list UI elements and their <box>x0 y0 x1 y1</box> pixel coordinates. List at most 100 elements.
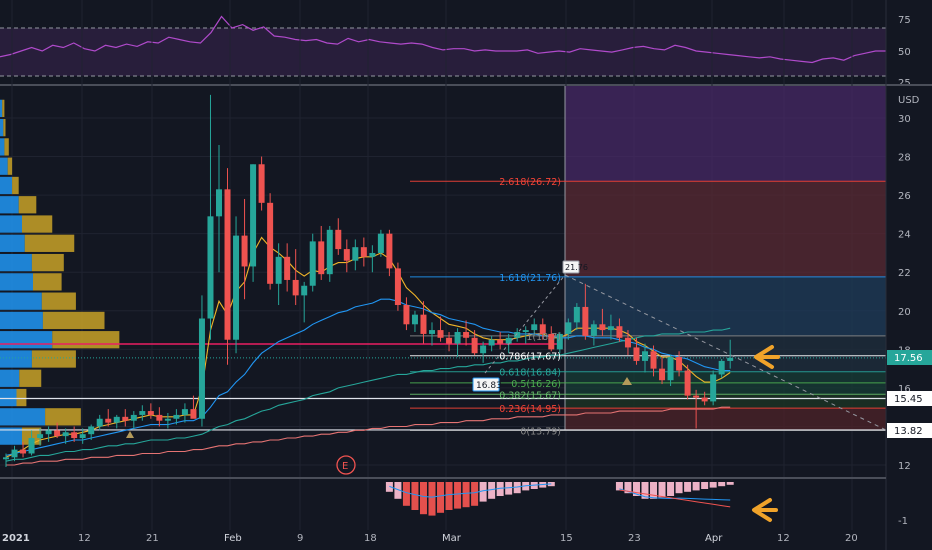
vp-down-13 <box>31 350 76 368</box>
time-label-apr: Apr <box>705 533 723 544</box>
signal-triangle-2 <box>126 431 134 438</box>
macd-bar-79 <box>675 482 683 494</box>
rsi-line <box>0 15 886 64</box>
candle-body-60 <box>514 332 521 338</box>
hline-label-1: 15.45 <box>894 394 923 405</box>
candle-body-5 <box>45 430 52 435</box>
high-tag: 21.76 <box>565 263 588 272</box>
candle-body-9 <box>79 434 86 439</box>
candle-body-84 <box>718 360 725 375</box>
time-label-18: 18 <box>364 533 377 544</box>
candle-body-20 <box>173 414 180 419</box>
vp-up-14 <box>0 369 20 387</box>
candle-body-72 <box>616 326 623 338</box>
line-ema_mid <box>5 298 731 456</box>
vp-down-5 <box>18 196 37 214</box>
fib-projection-line[interactable] <box>564 274 887 431</box>
rsi-tick-50: 50 <box>898 47 911 58</box>
candle-body-49 <box>420 314 427 334</box>
candle-body-1 <box>11 449 18 458</box>
candle-body-36 <box>309 241 316 286</box>
vp-up-6 <box>0 215 22 233</box>
candle-body-11 <box>96 418 103 427</box>
macd-bar-72 <box>615 482 623 491</box>
vp-up-9 <box>0 273 33 291</box>
time-label-mar: Mar <box>442 533 462 544</box>
macd-bar-78 <box>667 482 675 496</box>
time-label-feb: Feb <box>224 533 242 544</box>
time-label-21: 21 <box>146 533 159 544</box>
vp-up-8 <box>0 253 32 272</box>
rsi-pane: 75 50 25 <box>0 15 911 89</box>
macd-bar-74 <box>632 482 640 496</box>
candle-body-32 <box>275 256 282 284</box>
macd-bar-57 <box>488 482 496 499</box>
candle-body-69 <box>590 324 597 336</box>
candle-body-4 <box>37 434 44 439</box>
line-ema_slow <box>5 327 731 462</box>
candle-body-17 <box>147 411 154 415</box>
candle-body-77 <box>659 368 666 381</box>
vp-down-12 <box>52 331 120 349</box>
price-tick-22: 22 <box>898 268 911 279</box>
horizontal-lines[interactable] <box>0 343 886 431</box>
candle-body-7 <box>62 432 69 437</box>
time-label-12b: 12 <box>777 533 790 544</box>
candle-body-14 <box>122 416 129 421</box>
candle-body-76 <box>650 351 657 369</box>
fib-zone-1 <box>565 335 886 372</box>
macd-bar-75 <box>641 482 649 499</box>
candle-body-10 <box>88 426 95 435</box>
candle-body-73 <box>624 337 631 348</box>
candle-body-55 <box>471 337 478 354</box>
candle-body-57 <box>488 339 495 346</box>
macd-bar-82 <box>701 482 709 489</box>
candle-body-71 <box>607 326 614 331</box>
price-pane: 2.618(26.72) 1.618(21.76) 1(18.7) 0.786(17.… <box>0 0 887 530</box>
candle-body-40 <box>343 249 350 261</box>
candle-body-56 <box>480 345 487 354</box>
time-axis[interactable]: 2021 12 21 Feb 9 18 Mar 15 23 Apr 12 20 <box>2 533 858 544</box>
candle-body-12 <box>105 418 112 423</box>
candle-body-81 <box>693 395 700 398</box>
candle-body-35 <box>301 285 308 296</box>
vp-up-16 <box>0 408 46 426</box>
candle-body-24 <box>207 216 214 319</box>
vp-down-9 <box>33 273 62 291</box>
price-tick-24: 24 <box>898 230 911 241</box>
hline-label-box-2 <box>887 423 932 438</box>
candle-body-63 <box>539 324 546 334</box>
vp-down-4 <box>12 176 19 195</box>
candle-body-67 <box>573 306 580 323</box>
price-axis[interactable]: USD 30282624222018161412 17.56 15.45 13.… <box>885 0 932 550</box>
candle-body-42 <box>360 247 367 257</box>
candle-body-70 <box>599 324 606 331</box>
fib-label-1: 1.618(21.76) <box>499 273 561 284</box>
vp-up-5 <box>0 196 19 214</box>
vp-down-11 <box>42 311 105 330</box>
candle-body-33 <box>284 256 291 280</box>
candle-body-58 <box>497 339 504 344</box>
vp-down-8 <box>31 253 64 272</box>
candle-body-29 <box>250 164 257 267</box>
candle-body-38 <box>326 229 333 275</box>
earnings-event-icon[interactable] <box>336 455 356 475</box>
vp-down-16 <box>45 408 81 426</box>
currency-label: USD <box>898 95 920 106</box>
price-tick-20: 20 <box>898 307 911 318</box>
candle-body-54 <box>463 332 470 338</box>
candle-body-23 <box>198 318 205 419</box>
fib-zone-0236 <box>565 408 886 431</box>
candle-body-18 <box>156 414 163 421</box>
macd-bar-52 <box>445 482 453 510</box>
vp-down-2 <box>4 138 9 156</box>
fibonacci-extension[interactable] <box>410 86 886 432</box>
candle-body-52 <box>446 337 453 344</box>
macd-bar-50 <box>428 482 436 516</box>
candle-body-80 <box>684 370 691 396</box>
volume-profile <box>0 99 120 445</box>
macd-bar-58 <box>496 482 504 496</box>
candle-body-50 <box>429 330 435 334</box>
time-label-23: 23 <box>628 533 641 544</box>
vp-up-0 <box>0 99 3 117</box>
